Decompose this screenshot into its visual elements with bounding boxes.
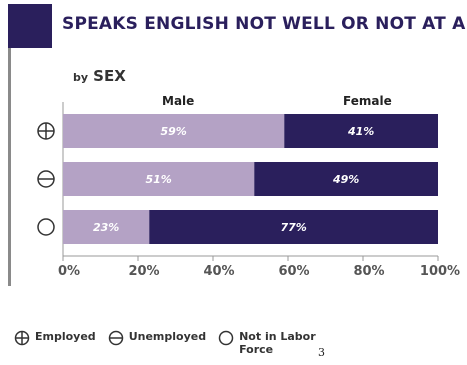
data-label-male-employed: 59%: [160, 125, 186, 138]
bar-male-unemployed: [63, 162, 255, 196]
legend-item-unemployed: Unemployed: [108, 330, 206, 346]
series-header-male: Male: [162, 94, 195, 108]
subtitle-prefix: by: [73, 71, 89, 84]
data-label-female-not-in-labor-force: 77%: [280, 221, 306, 234]
legend-label-unemployed: Unemployed: [128, 330, 207, 343]
legend-item-employed: Employed: [14, 330, 96, 346]
series-header-female: Female: [343, 94, 392, 108]
legend-item-not-in-labor-force: Not in Labor Force: [218, 330, 319, 356]
bar-female-employed: [284, 114, 438, 148]
title-accent-block: [8, 4, 52, 48]
x-tick-label: 60%: [278, 264, 309, 279]
subtitle-main: SEX: [93, 67, 126, 85]
data-label-male-unemployed: 51%: [145, 173, 171, 186]
data-label-male-not-in-labor-force: 23%: [93, 221, 119, 234]
page-number: 3: [318, 346, 325, 359]
x-tick-label: 40%: [203, 264, 234, 279]
left-accent-rule: [8, 48, 11, 286]
stacked-bar-chart: 59% 41% 51% 49% 23% 77% 0% 20% 40% 60% 80% 100%: [37, 102, 460, 279]
x-tick-label: 100%: [420, 264, 460, 279]
legend-label-employed: Employed: [35, 330, 96, 343]
x-tick-label: 0%: [58, 264, 80, 279]
circle-icon-ring-not-in-labor-force: [37, 218, 55, 236]
data-label-female-employed: 41%: [347, 125, 374, 138]
legend: Employed Unemployed Not in Labor Force: [14, 330, 331, 356]
bar-male-employed: [63, 114, 285, 148]
circle-icon: [218, 330, 234, 346]
bar-female-unemployed: [254, 162, 438, 196]
data-label-female-unemployed: 49%: [332, 173, 359, 186]
chart-title: SPEAKS ENGLISH NOT WELL OR NOT AT ALL: [62, 14, 467, 34]
x-tick-label: 20%: [128, 264, 159, 279]
bar-male-not-in-labor-force: [63, 210, 150, 244]
bar-female-not-in-labor-force: [149, 210, 438, 244]
x-tick-label: 80%: [353, 264, 384, 279]
circle-plus-icon: [14, 330, 30, 346]
circle-minus-icon: [108, 330, 123, 346]
legend-label-not-in-labor-force: Not in Labor Force: [239, 330, 316, 356]
chart-subtitle: by SEX: [73, 66, 126, 85]
